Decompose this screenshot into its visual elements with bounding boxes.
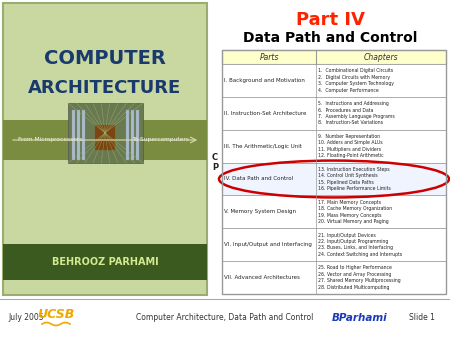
Text: V. Memory System Design: V. Memory System Design xyxy=(224,209,296,214)
Text: ARCHITECTURE: ARCHITECTURE xyxy=(28,79,182,97)
FancyBboxPatch shape xyxy=(222,261,446,294)
Text: Parts: Parts xyxy=(259,52,279,62)
FancyBboxPatch shape xyxy=(222,130,446,163)
Text: Part IV: Part IV xyxy=(296,11,365,29)
Text: COMPUTER: COMPUTER xyxy=(44,48,166,68)
FancyBboxPatch shape xyxy=(222,163,446,195)
FancyBboxPatch shape xyxy=(72,110,75,160)
Text: July 2005: July 2005 xyxy=(8,314,44,322)
Text: III. The Arithmetic/Logic Unit: III. The Arithmetic/Logic Unit xyxy=(224,144,302,149)
Text: VII. Advanced Architectures: VII. Advanced Architectures xyxy=(224,275,300,280)
Text: Data Path and Control: Data Path and Control xyxy=(243,31,417,45)
FancyBboxPatch shape xyxy=(136,110,139,160)
FancyBboxPatch shape xyxy=(222,64,446,97)
Text: II. Instruction-Set Architecture: II. Instruction-Set Architecture xyxy=(224,111,306,116)
Text: To Supercomputers: To Supercomputers xyxy=(131,138,189,143)
Text: Chapters: Chapters xyxy=(364,52,398,62)
Text: 9.  Number Representation
10. Adders and Simple ALUs
11. Multipliers and Divider: 9. Number Representation 10. Adders and … xyxy=(318,134,384,158)
Text: 21. Input/Output Devices
22. Input/Output Programming
23. Buses, Links, and Inte: 21. Input/Output Devices 22. Input/Outpu… xyxy=(318,233,402,257)
Text: Computer Architecture, Data Path and Control: Computer Architecture, Data Path and Con… xyxy=(136,314,314,322)
FancyBboxPatch shape xyxy=(222,97,446,130)
Text: From Microprocessors: From Microprocessors xyxy=(18,138,82,143)
FancyBboxPatch shape xyxy=(3,3,207,295)
Text: 25. Road to Higher Performance
26. Vector and Array Processing
27. Shared Memory: 25. Road to Higher Performance 26. Vecto… xyxy=(318,265,400,290)
FancyBboxPatch shape xyxy=(3,120,207,160)
Text: IV. Data Path and Control: IV. Data Path and Control xyxy=(224,176,293,182)
FancyBboxPatch shape xyxy=(82,110,85,160)
Text: 1.  Combinational Digital Circuits
2.  Digital Circuits with Memory
3.  Computer: 1. Combinational Digital Circuits 2. Dig… xyxy=(318,68,394,93)
Text: VI. Input/Output and Interfacing: VI. Input/Output and Interfacing xyxy=(224,242,312,247)
FancyBboxPatch shape xyxy=(77,110,80,160)
FancyBboxPatch shape xyxy=(131,110,134,160)
Text: 13. Instruction Execution Steps
14. Control Unit Synthesis
15. Pipelined Data Pa: 13. Instruction Execution Steps 14. Cont… xyxy=(318,167,391,191)
FancyBboxPatch shape xyxy=(222,195,446,228)
FancyBboxPatch shape xyxy=(126,110,129,160)
Text: P: P xyxy=(212,163,218,172)
Text: I. Background and Motivation: I. Background and Motivation xyxy=(224,78,305,83)
FancyBboxPatch shape xyxy=(95,125,115,150)
FancyBboxPatch shape xyxy=(3,244,207,280)
Text: C: C xyxy=(212,153,218,162)
FancyBboxPatch shape xyxy=(222,50,446,64)
FancyBboxPatch shape xyxy=(68,103,143,163)
Text: BParhami: BParhami xyxy=(332,313,388,323)
Text: UCSB: UCSB xyxy=(37,309,75,321)
FancyBboxPatch shape xyxy=(222,228,446,261)
Text: 17. Main Memory Concepts
18. Cache Memory Organization
19. Mass Memory Concepts
: 17. Main Memory Concepts 18. Cache Memor… xyxy=(318,200,392,224)
Text: 5.  Instructions and Addressing
6.  Procedures and Data
7.  Assembly Language Pr: 5. Instructions and Addressing 6. Proced… xyxy=(318,101,395,125)
Text: Slide 1: Slide 1 xyxy=(409,314,435,322)
Text: BEHROOZ PARHAMI: BEHROOZ PARHAMI xyxy=(52,257,158,267)
